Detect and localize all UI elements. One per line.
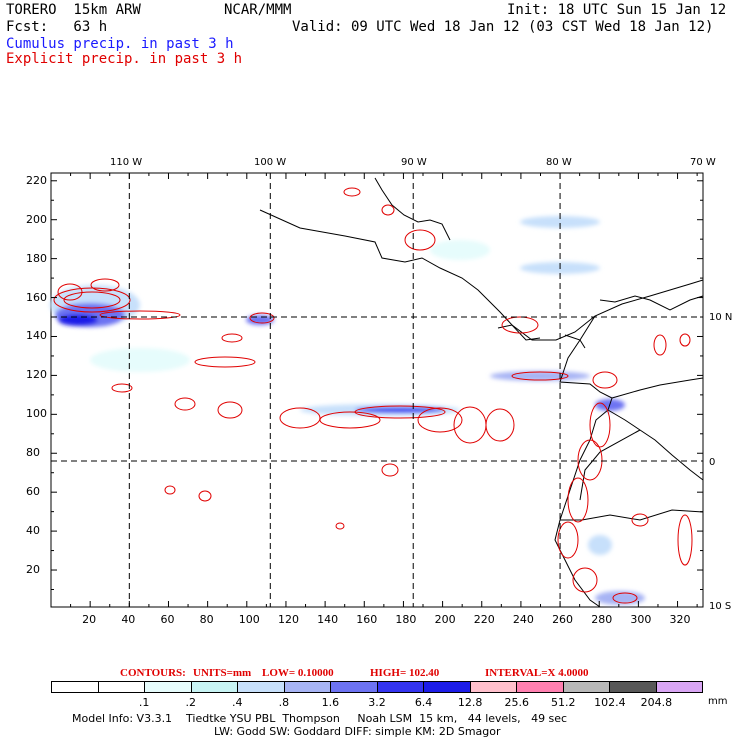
color-scale-swatch [517,682,564,692]
contours-low: LOW= 0.10000 [262,667,334,679]
explicit-legend: Explicit precip. in past 3 h [6,51,243,67]
color-scale-label: 6.4 [414,696,433,709]
y-tick-label: 160 [26,290,47,304]
color-scale-swatch [377,682,424,692]
y-tick-label: 180 [26,251,47,265]
x-tick-label: 120 [277,613,299,626]
x-tick-label: 140 [317,613,339,626]
explicit-contours [53,187,693,604]
color-scale-swatch [52,682,99,692]
color-scale-swatch [191,682,238,692]
init-time: Init: 18 UTC Sun 15 Jan 12 [507,2,727,18]
forecast-hour: Fcst: 63 h [6,19,108,35]
contours-units: UNITS=mm [193,667,252,679]
model-title: TORERO 15km ARW [6,2,141,18]
color-scale-label: 102.4 [594,696,626,709]
lon-label-90w: 90 W [401,157,427,168]
scale-unit: mm [708,696,728,707]
color-scale-label: 51.2 [551,696,576,709]
lat-label-10s: 10 S [709,601,732,612]
color-scale-label: 12.8 [457,696,483,709]
y-tick-label: 60 [26,485,40,499]
coastlines [259,177,704,608]
grid-lines [51,173,703,607]
color-scale-swatch [98,682,145,692]
lon-label-70w: 70 W [690,157,716,168]
lon-label-110w: 110 W [110,157,143,168]
y-tick-label: 120 [26,368,47,382]
x-tick-label: 40 [121,613,136,626]
cumulus-legend: Cumulus precip. in past 3 h [6,36,234,52]
color-scale-label: .1 [138,696,150,709]
y-tick-label: 100 [26,407,47,421]
color-scale-swatch [610,682,657,692]
y-tick-label: 20 [26,563,40,577]
color-scale-label: 25.6 [504,696,529,709]
lon-label-80w: 80 W [546,157,572,168]
color-scale-swatch [238,682,285,692]
x-tick-label: 200 [434,613,456,626]
x-tick-label: 300 [630,613,652,626]
organization: NCAR/MMM [224,2,292,18]
color-scale-swatch [656,682,702,692]
color-scale-swatch [284,682,331,692]
model-info-line2: LW: Godd SW: Goddard DIFF: simple KM: 2D… [214,725,501,738]
y-tick-label: 80 [26,446,40,460]
contours-interval: INTERVAL=X 4.0000 [485,667,589,679]
color-scale-label: 1.6 [321,696,340,709]
x-tick-label: 160 [356,613,378,626]
x-tick-label: 220 [473,613,495,626]
x-tick-label: 320 [669,613,691,626]
x-tick-label: 60 [160,613,175,626]
x-tick-label: 100 [238,613,260,626]
lat-label-0: 0 [709,457,716,468]
valid-time: Valid: 09 UTC Wed 18 Jan 12 (03 CST Wed … [292,19,714,35]
color-scale-swatch [563,682,610,692]
color-scale-label: .4 [232,696,243,709]
lon-label-100w: 100 W [254,157,287,168]
x-tick-label: 20 [82,613,97,626]
y-tick-label: 200 [26,212,47,226]
y-tick-label: 140 [26,329,47,343]
contours-high: HIGH= 102.40 [370,667,440,679]
color-scale-label: 204.8 [640,696,673,709]
x-tick-label: 80 [199,613,214,626]
x-tick-label: 260 [552,613,574,626]
x-tick-label: 280 [591,613,613,626]
color-scale-swatch [145,682,192,692]
color-scale [51,681,703,693]
color-scale-swatch [470,682,517,692]
contours-label: CONTOURS: [120,667,186,679]
color-scale-label: .2 [185,696,196,709]
y-tick-label: 40 [26,524,40,538]
color-scale-swatch [331,682,378,692]
color-scale-label: .8 [278,696,290,709]
x-tick-label: 240 [512,613,534,626]
color-scale-label: 3.2 [368,696,386,709]
x-tick-label: 180 [395,613,417,626]
lat-label-10n: 10 N [709,312,733,323]
cumulus-shading [50,216,645,605]
y-tick-label: 220 [26,173,47,187]
model-info-line1: Model Info: V3.3.1 Tiedtke YSU PBL Thomp… [72,712,568,725]
color-scale-swatch [424,682,471,692]
